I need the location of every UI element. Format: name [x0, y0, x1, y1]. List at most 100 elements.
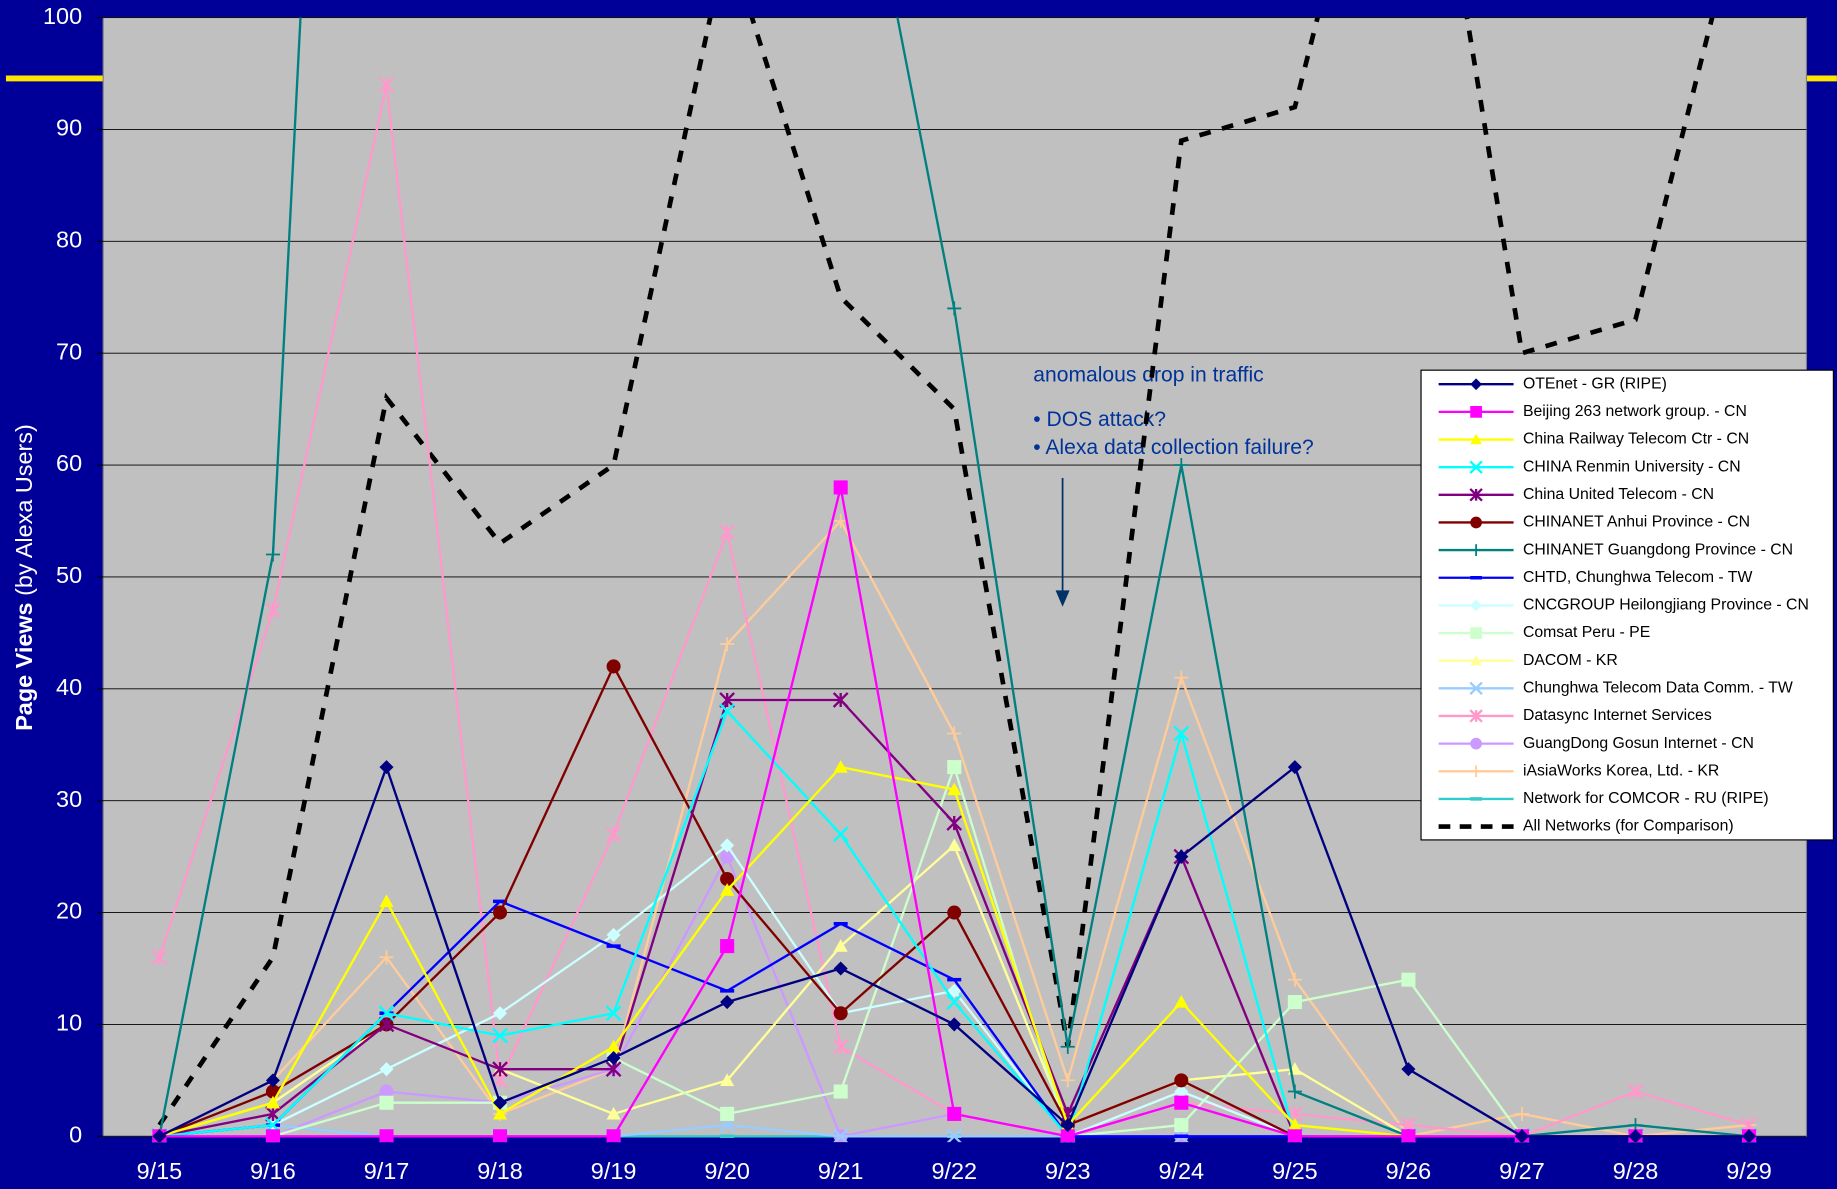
marker	[833, 760, 848, 773]
legend: OTEnet - GR (RIPE) Beijing 263 network gr…	[1420, 369, 1834, 841]
marker	[720, 995, 735, 1010]
y-axis-label-main: Page Views	[11, 602, 37, 730]
series	[152, 760, 1757, 1143]
marker	[1060, 1118, 1075, 1133]
marker	[947, 760, 962, 775]
x-axis: 9/15 9/16 9/17 9/18 9/19 9/20 9/21 9/22 9/23 9/24…	[137, 1158, 1772, 1184]
marker	[1174, 1118, 1189, 1133]
marker	[719, 524, 735, 541]
marker	[606, 1039, 621, 1053]
marker	[1287, 995, 1302, 1010]
marker	[1060, 1039, 1075, 1054]
y-tick-label: 20	[56, 898, 82, 924]
marker	[833, 1084, 848, 1099]
x-tick-label: 9/20	[704, 1158, 750, 1184]
marker	[1287, 1129, 1302, 1143]
marker	[493, 1006, 508, 1021]
y-tick-label: 50	[56, 562, 82, 588]
legend-marker	[1470, 765, 1482, 778]
marker	[833, 1006, 848, 1021]
marker	[492, 1027, 508, 1044]
marker	[1401, 972, 1416, 987]
marker	[265, 547, 280, 562]
marker	[265, 602, 281, 619]
legend-marker	[1470, 516, 1482, 529]
marker	[1174, 1084, 1189, 1099]
marker	[379, 1095, 394, 1110]
marker	[606, 1050, 621, 1066]
marker	[1060, 1129, 1075, 1143]
marker	[947, 726, 962, 741]
marker	[493, 1095, 508, 1110]
legend-marker	[1470, 433, 1482, 445]
marker	[833, 480, 848, 495]
marker	[946, 994, 963, 1010]
legend-label: All Networks (for Comparison)	[1523, 818, 1734, 835]
legend-label: China Railway Telecom Ctr - CN	[1523, 431, 1749, 448]
marker	[947, 301, 962, 316]
marker	[493, 1129, 508, 1143]
annotation-bullet: • DOS attack?	[1033, 408, 1166, 431]
marker	[379, 894, 394, 907]
marker	[832, 826, 849, 843]
y-tick-label: 40	[56, 674, 82, 700]
legend-label: Comsat Peru - PE	[1523, 624, 1650, 641]
y-tick-label: 60	[56, 450, 82, 476]
marker	[606, 1106, 621, 1120]
x-tick-label: 9/22	[931, 1158, 977, 1184]
marker	[379, 950, 394, 965]
marker	[378, 1005, 395, 1022]
legend-label: Datasync Internet Services	[1523, 707, 1712, 724]
x-tick-label: 9/23	[1045, 1158, 1091, 1184]
legend-label: Beijing 263 network group. - CN	[1523, 403, 1747, 420]
x-tick-label: 9/17	[364, 1158, 410, 1184]
marker	[720, 838, 735, 853]
x-tick-label: 9/26	[1386, 1158, 1432, 1184]
x-tick-label: 9/15	[137, 1158, 183, 1184]
legend-label: OTEnet - GR (RIPE)	[1523, 375, 1667, 392]
marker	[833, 513, 848, 529]
marker	[947, 983, 962, 998]
marker	[379, 1084, 394, 1099]
marker	[720, 1106, 735, 1121]
marker	[152, 1129, 167, 1143]
marker	[720, 1073, 735, 1086]
marker	[719, 703, 735, 720]
marker	[605, 826, 622, 843]
y-axis-label: Page Views (by Alexa Users)	[11, 424, 37, 731]
legend-marker	[1469, 460, 1483, 474]
marker	[379, 760, 394, 775]
x-tick-label: 9/28	[1613, 1158, 1659, 1184]
marker	[719, 692, 735, 708]
legend-label: CNCGROUP Heilongjiang Province - CN	[1523, 597, 1809, 614]
y-tick-label: 30	[56, 786, 82, 812]
marker	[1287, 1118, 1302, 1131]
y-tick-label: 100	[43, 3, 82, 29]
legend-label: CHINANET Guangdong Province - CN	[1523, 541, 1793, 558]
marker	[265, 1095, 280, 1109]
x-tick-label: 9/21	[818, 1158, 864, 1184]
marker	[833, 939, 848, 952]
legend-marker	[1470, 544, 1482, 556]
marker	[1174, 458, 1189, 473]
x-tick-label: 9/18	[477, 1158, 523, 1184]
marker	[1742, 1129, 1757, 1143]
marker	[947, 838, 962, 852]
marker	[493, 1106, 508, 1120]
x-tick-label: 9/19	[591, 1158, 637, 1184]
legend-marker	[1469, 709, 1483, 723]
y-tick-label: 90	[56, 115, 82, 141]
legend-label: China United Telecom - CN	[1523, 486, 1714, 503]
marker	[379, 1062, 394, 1077]
marker	[1401, 1129, 1416, 1143]
marker	[946, 1128, 963, 1143]
marker	[1174, 849, 1189, 864]
x-tick-label: 9/16	[250, 1158, 296, 1184]
marker	[605, 1005, 622, 1022]
marker	[265, 1106, 281, 1122]
annotation: anomalous drop in traffic • DOS attack? …	[1033, 364, 1314, 607]
marker	[1287, 1084, 1302, 1099]
marker	[720, 883, 735, 896]
